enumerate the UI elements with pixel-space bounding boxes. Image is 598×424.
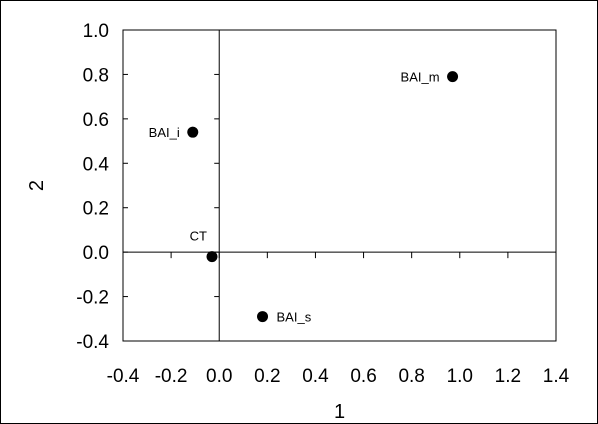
data-point-label: BAI_s (277, 310, 312, 325)
data-point (187, 126, 199, 138)
x-tick-label: 1.0 (447, 366, 473, 387)
data-point (257, 311, 269, 323)
x-tick-label: 1.4 (543, 366, 570, 387)
x-tick-label: -0.4 (107, 366, 140, 387)
data-point (447, 71, 459, 83)
x-axis-ticks: -0.4 -0.2 0.0 0.2 0.4 0.6 0.8 1.0 1.2 1.4 (107, 252, 570, 387)
x-axis-title: 1 (334, 401, 345, 423)
y-tick-label: 0.2 (83, 199, 109, 220)
y-axis-ticks: -0.4 -0.2 0.0 0.2 0.4 0.6 0.8 1.0 (76, 21, 220, 353)
data-points: BAI_m BAI_i CT BAI_s (149, 70, 459, 325)
x-tick-label: 0.0 (206, 366, 232, 387)
x-tick-label: 0.6 (350, 366, 376, 387)
y-tick-label: -0.2 (76, 288, 109, 309)
plot-border (122, 29, 557, 342)
data-point-label: CT (190, 229, 207, 244)
x-tick-label: 1.2 (495, 366, 521, 387)
data-point (206, 251, 218, 263)
y-tick-label: 0.0 (83, 243, 109, 264)
y-tick-label: 1.0 (83, 21, 109, 42)
x-tick-label: 0.4 (302, 366, 329, 387)
y-tick-label: -0.4 (76, 332, 109, 353)
plot-area (122, 29, 557, 342)
y-axis-title: 2 (26, 180, 48, 191)
data-point-label: BAI_m (401, 70, 440, 85)
x-tick-label: -0.2 (155, 366, 188, 387)
y-tick-label: 0.4 (83, 154, 110, 175)
x-tick-label: 0.2 (254, 366, 280, 387)
x-tick-label: 0.8 (398, 366, 424, 387)
y-tick-label: 0.6 (83, 110, 109, 131)
data-point-label: BAI_i (149, 125, 180, 140)
y-tick-label: 0.8 (83, 65, 109, 86)
